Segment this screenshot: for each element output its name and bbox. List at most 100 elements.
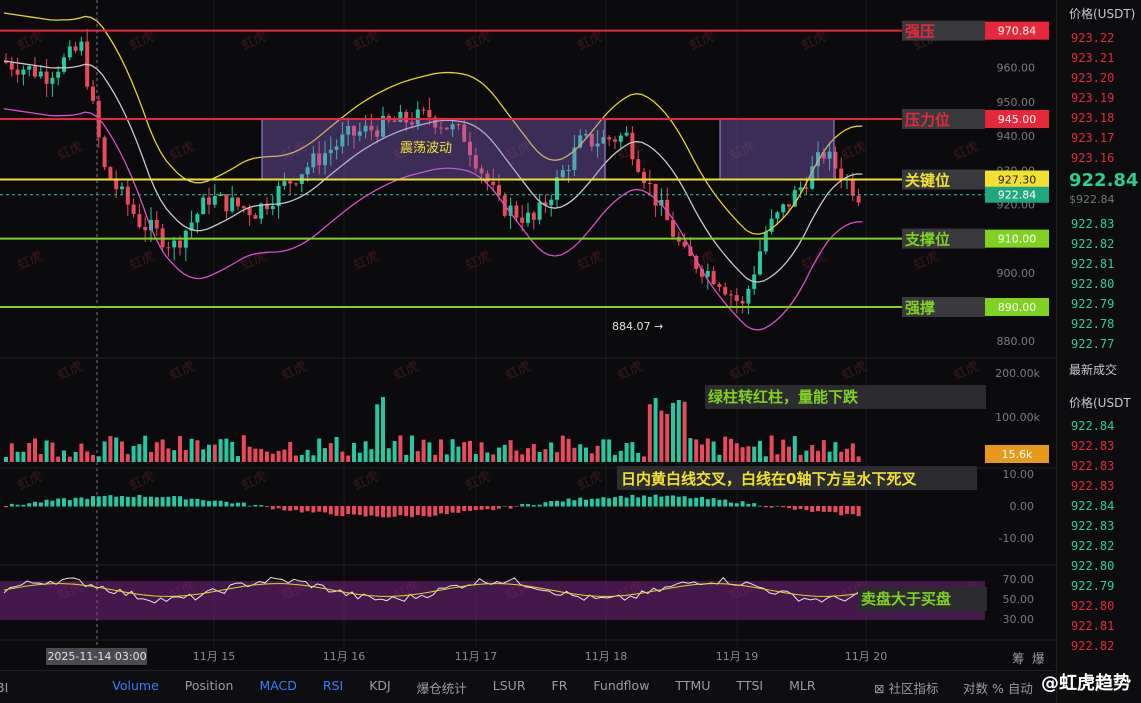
macd-bar xyxy=(91,496,95,507)
candle-body xyxy=(555,177,559,200)
macd-bar xyxy=(816,506,820,512)
macd-bar xyxy=(259,505,264,507)
tab-fr[interactable]: FR xyxy=(551,678,568,693)
macd-bar xyxy=(21,504,26,507)
bid-row[interactable]: 922.80 xyxy=(1071,277,1115,291)
macd-bar xyxy=(502,505,507,507)
candle-body xyxy=(439,127,443,129)
vol-bar xyxy=(671,402,675,462)
candle-body xyxy=(44,71,49,84)
tab-rsi[interactable]: RSI xyxy=(322,678,344,693)
tab-position[interactable]: Position xyxy=(184,678,234,693)
vol-bar xyxy=(299,454,304,462)
macd-bar xyxy=(410,506,414,518)
level-value-0: 970.84 xyxy=(998,25,1037,38)
vol-bar xyxy=(125,454,130,462)
candle-body xyxy=(276,185,281,206)
ask-row[interactable]: 923.17 xyxy=(1071,131,1115,145)
vol-bar xyxy=(56,456,61,462)
vol-bar xyxy=(85,451,90,462)
x-label-2: 11月 17 xyxy=(455,650,498,663)
ask-row[interactable]: 923.16 xyxy=(1071,151,1115,165)
macd-bar xyxy=(288,506,293,511)
vol-bar xyxy=(792,436,797,462)
candle-body xyxy=(253,215,258,219)
side-button-2[interactable]: 爆 xyxy=(1032,651,1045,666)
candle-body xyxy=(56,71,61,78)
vol-bar xyxy=(781,439,786,462)
community-indicators-button[interactable]: ⊠ 社区指标 xyxy=(874,681,939,696)
vol-bar xyxy=(642,456,646,462)
level-tag-3 xyxy=(985,229,1049,248)
vol-bar xyxy=(352,442,356,462)
ask-row[interactable]: 923.21 xyxy=(1071,51,1115,65)
macd-bar xyxy=(299,506,304,513)
bid-row[interactable]: 922.83 xyxy=(1071,217,1115,231)
vol-bar xyxy=(618,450,623,462)
vol-bar xyxy=(473,454,478,462)
vol-bar xyxy=(740,447,745,462)
macd-bar xyxy=(671,495,675,507)
x-label-0: 11月 15 xyxy=(193,650,236,663)
tab-fundflow[interactable]: Fundflow xyxy=(593,678,650,693)
vol-bar xyxy=(108,436,113,462)
vol-bar xyxy=(340,451,345,462)
ask-row[interactable]: 923.19 xyxy=(1071,91,1115,105)
candle-body xyxy=(613,139,617,142)
candle-body xyxy=(114,179,119,190)
macd-bar xyxy=(230,503,235,507)
tab-mlr[interactable]: MLR xyxy=(789,678,816,693)
vol-bar xyxy=(798,454,803,462)
bid-row[interactable]: 922.81 xyxy=(1071,257,1115,271)
macd-bar xyxy=(439,506,443,514)
macd-bar xyxy=(415,506,420,516)
vol-bar xyxy=(531,443,536,462)
vol-bar xyxy=(850,443,855,462)
candle-body xyxy=(578,135,583,148)
vol-bar xyxy=(572,447,577,462)
candle-body xyxy=(537,202,542,220)
tab-volume[interactable]: Volume xyxy=(112,678,159,693)
macd-bar xyxy=(566,498,571,507)
bid-row[interactable]: 922.79 xyxy=(1071,297,1115,311)
chart-canvas[interactable]: 960.00950.00940.00930.00920.00900.00880.… xyxy=(0,0,1056,670)
vol-bar xyxy=(636,452,641,462)
vol-bar xyxy=(578,444,583,462)
vol-bar xyxy=(549,442,554,462)
candle-body xyxy=(427,109,432,118)
scale-options[interactable]: 对数 % 自动 xyxy=(963,681,1033,696)
macd-bar xyxy=(282,506,287,511)
vol-bar xyxy=(682,401,687,462)
candle-body xyxy=(363,125,368,132)
tab-ttsi[interactable]: TTSI xyxy=(736,678,764,693)
ask-row[interactable]: 923.22 xyxy=(1071,31,1115,45)
tab-stub[interactable]: BI xyxy=(0,680,9,695)
tab-爆仓统计[interactable]: 爆仓统计 xyxy=(416,681,467,696)
macd-bar xyxy=(647,496,652,507)
bid-row[interactable]: 922.77 xyxy=(1071,337,1115,351)
candle-body xyxy=(543,202,548,206)
candle-body xyxy=(526,212,530,223)
tab-kdj[interactable]: KDJ xyxy=(369,678,391,693)
vol-bar xyxy=(746,446,751,462)
tab-macd[interactable]: MACD xyxy=(259,678,297,693)
bid-row[interactable]: 922.78 xyxy=(1071,317,1115,331)
tab-lsur[interactable]: LSUR xyxy=(492,678,526,693)
macd-bar xyxy=(700,496,704,507)
bid-row[interactable]: 922.82 xyxy=(1071,237,1115,251)
macd-bar xyxy=(717,499,722,507)
macd-bar xyxy=(67,500,72,507)
candle-body xyxy=(531,212,536,220)
vol-bar xyxy=(589,453,594,462)
macd-bar xyxy=(253,504,258,507)
side-button-1[interactable]: 筹 xyxy=(1012,651,1025,666)
macd-bar xyxy=(15,504,20,507)
vol-bar xyxy=(502,444,507,462)
ask-row[interactable]: 923.20 xyxy=(1071,71,1115,85)
macd-bar xyxy=(595,498,600,507)
tab-ttmu[interactable]: TTMU xyxy=(675,678,711,693)
macd-bar xyxy=(618,495,623,507)
vol-bar xyxy=(247,446,252,462)
candle-body xyxy=(763,231,768,252)
ask-row[interactable]: 923.18 xyxy=(1071,111,1115,125)
